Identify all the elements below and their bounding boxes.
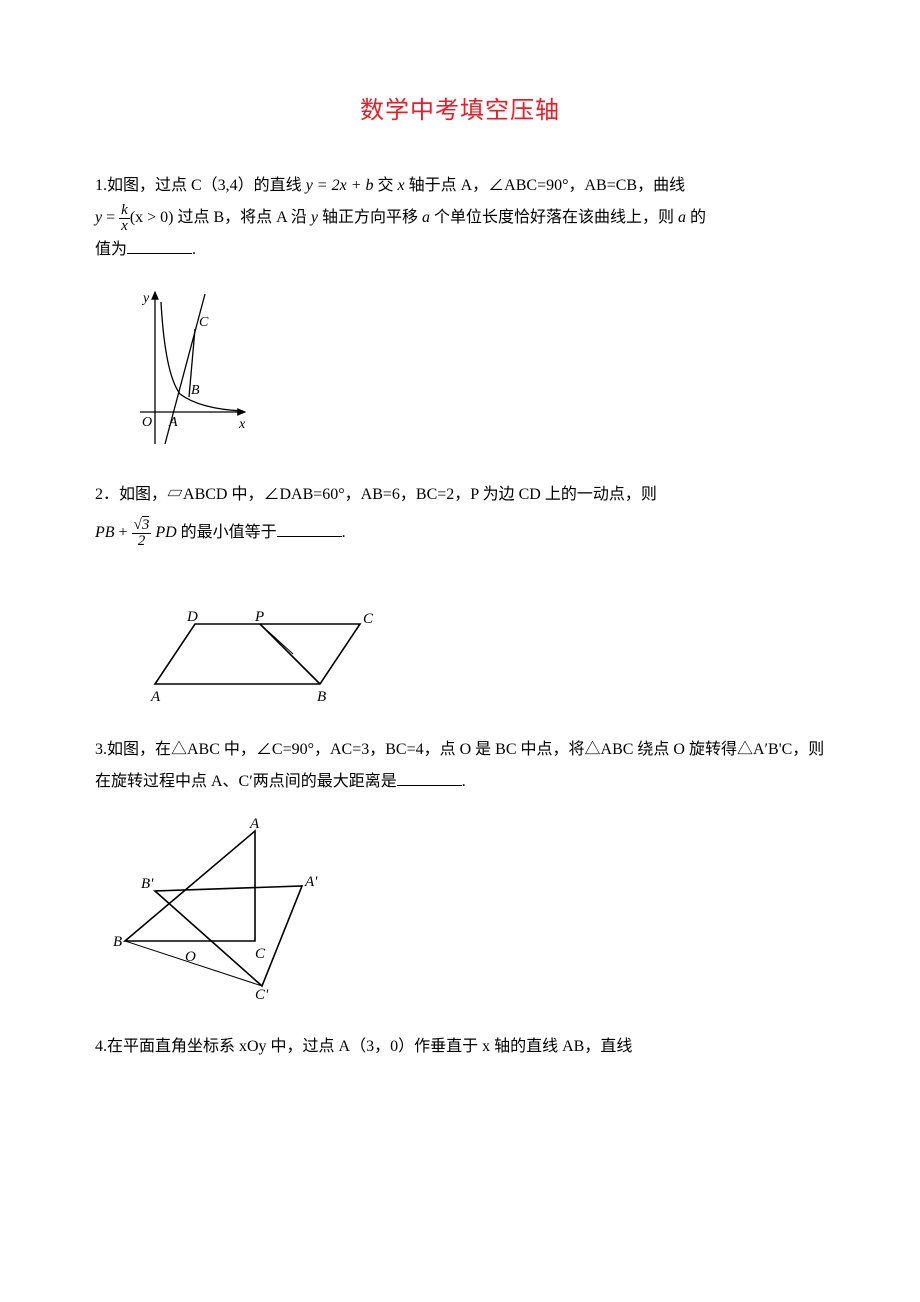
svg-text:B: B: [191, 383, 200, 398]
p1-frac: kx: [119, 203, 130, 234]
svg-text:B: B: [113, 934, 122, 950]
svg-text:D: D: [186, 609, 198, 625]
p1-frac-num: k: [119, 203, 130, 219]
p3-suffix: .: [462, 773, 466, 790]
p1-eq1: y = 2x + b: [306, 177, 374, 194]
p1-t6: 个单位长度恰好落在该曲线上，则: [434, 209, 674, 226]
problem-4: 4.在平面直角坐标系 xOy 中，过点 A（3，0）作垂直于 x 轴的直线 AB…: [95, 1031, 825, 1063]
svg-text:B': B': [141, 876, 154, 892]
p1-t2: 交: [377, 177, 393, 194]
problem-1: 1.如图，过点 C（3,4）的直线 y = 2x + b 交 x 轴于点 A，∠…: [95, 170, 825, 266]
title-text: 数学中考填空压轴: [360, 98, 560, 124]
p1-a1: a: [422, 209, 430, 226]
p1-a2: a: [678, 209, 686, 226]
p2-frac-num: √3: [132, 518, 152, 534]
p2-t2: 的最小值等于: [181, 524, 277, 541]
svg-text:C': C': [255, 987, 269, 1001]
svg-text:y: y: [141, 291, 150, 306]
fig1-svg: O A B C x y: [125, 284, 255, 449]
figure-3: A B C O A' B' C': [105, 816, 825, 1006]
svg-text:A: A: [150, 689, 161, 704]
page: 数学中考填空压轴 1.如图，过点 C（3,4）的直线 y = 2x + b 交 …: [0, 0, 920, 1302]
p3-num: 3.: [95, 741, 107, 758]
svg-text:C: C: [363, 611, 374, 627]
svg-text:P: P: [254, 609, 264, 625]
p3-blank: [397, 769, 462, 786]
p2-pd: PD: [155, 524, 176, 541]
p1-suffix: .: [192, 241, 196, 258]
p2-plus: +: [119, 524, 128, 541]
p1-cond: (x > 0): [130, 209, 174, 226]
svg-text:C: C: [255, 946, 266, 962]
p1-t1: 如图，过点 C（3,4）的直线: [107, 177, 302, 194]
page-title: 数学中考填空压轴: [95, 90, 825, 125]
p1-t4: 过点 B，将点 A 沿: [178, 209, 307, 226]
p2-t1: 如图，▱ABCD 中，∠DAB=60°，AB=6，BC=2，P 为边 CD 上的…: [119, 486, 657, 503]
svg-text:A': A': [304, 874, 318, 890]
p4-num: 4.: [95, 1038, 107, 1055]
figure-2: A B C D P: [145, 609, 825, 709]
p1-num: 1.: [95, 177, 107, 194]
p1-blank: [127, 237, 192, 254]
fig3-svg: A B C O A' B' C': [105, 816, 320, 1001]
p1-frac-den: x: [119, 219, 130, 234]
p2-frac-den: 2: [132, 534, 152, 549]
p2-num: 2．: [95, 486, 119, 503]
p2-suffix: .: [342, 524, 346, 541]
p2-frac: √3 2: [132, 518, 152, 549]
fig2-svg: A B C D P: [145, 609, 385, 704]
svg-text:A: A: [249, 816, 260, 832]
p2-blank: [277, 520, 342, 537]
p1-t7: 的: [690, 209, 706, 226]
svg-text:x: x: [238, 417, 246, 432]
svg-text:C: C: [199, 315, 209, 330]
problem-2: 2．如图，▱ABCD 中，∠DAB=60°，AB=6，BC=2，P 为边 CD …: [95, 479, 825, 549]
p4-t1: 在平面直角坐标系 xOy 中，过点 A（3，0）作垂直于 x 轴的直线 AB，直…: [107, 1038, 632, 1055]
svg-text:A: A: [168, 415, 178, 430]
p1-t8: 值为: [95, 241, 127, 258]
svg-text:O: O: [142, 415, 152, 430]
p2-pb: PB: [95, 524, 115, 541]
svg-text:B: B: [317, 689, 326, 704]
svg-text:O: O: [185, 949, 196, 965]
problem-3: 3.如图，在△ABC 中，∠C=90°，AC=3，BC=4，点 O 是 BC 中…: [95, 734, 825, 798]
figure-1: O A B C x y: [125, 284, 825, 454]
p1-x: x: [398, 177, 405, 194]
p1-y: y: [311, 209, 318, 226]
p1-t5: 轴正方向平移: [322, 209, 418, 226]
p1-t3: 轴于点 A，∠ABC=90°，AB=CB，曲线: [409, 177, 685, 194]
